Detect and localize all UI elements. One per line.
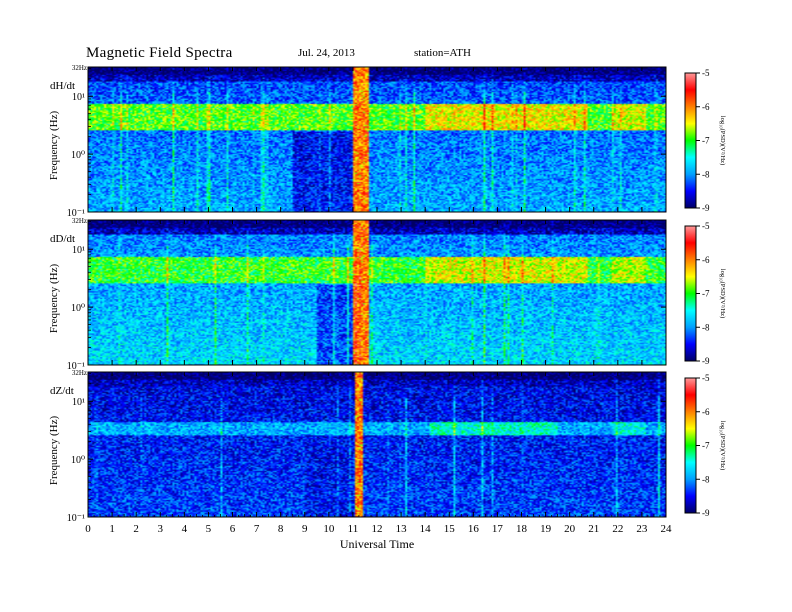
colorbar-scale	[684, 377, 697, 514]
y-axis-label: Frequency (Hz)	[48, 416, 60, 486]
x-tick-label: 13	[396, 523, 408, 535]
x-tick-label: 2	[133, 523, 139, 535]
y-tick-label: 10¹	[72, 397, 85, 408]
x-tick-label: 18	[516, 523, 528, 535]
y-tick-label: 10⁻¹	[67, 208, 85, 219]
x-tick-label: 16	[468, 523, 480, 535]
colorbar-tick-label: -8	[702, 169, 710, 179]
colorbar: -9 -8 -7 -6 -5 log₁₀(PSD)(V²/Hz)	[684, 68, 726, 213]
chart-title: Magnetic Field Spectra	[86, 45, 233, 61]
y-tick-label: 10⁰	[71, 150, 85, 161]
colorbar-tick-label: -7	[702, 441, 710, 451]
y-tick-label: 10¹	[72, 92, 85, 103]
spectrogram-heatmap	[88, 372, 666, 517]
x-tick-label: 10	[323, 523, 335, 535]
x-axis-label: Universal Time	[340, 537, 414, 551]
x-tick-label: 3	[158, 523, 164, 535]
y-axis-label: Frequency (Hz)	[48, 264, 60, 334]
component-label: dH/dt	[50, 80, 75, 92]
x-tick-label: 23	[636, 523, 648, 535]
colorbar-tick-label: -9	[702, 508, 710, 518]
colorbar-tick-label: -5	[702, 221, 710, 231]
x-tick-label: 19	[540, 523, 552, 535]
colorbar-label: log₁₀(PSD)(V²/Hz)	[719, 269, 726, 318]
x-tick-label: 1	[109, 523, 115, 535]
x-tick-label: 0	[85, 523, 91, 535]
x-axis: 0 1 2 3 4 5 6 7 8 9 10 11 12 13 14 15 16 17 18 19 20 21 22 23 24…	[85, 67, 672, 551]
x-tick-label: 17	[492, 523, 504, 535]
colorbar-tick-label: -5	[702, 68, 710, 78]
colorbar-tick-label: -7	[702, 289, 710, 299]
x-tick-label: 5	[206, 523, 212, 535]
station-label: station=ATH	[414, 47, 471, 59]
colorbar-tick-label: -9	[702, 356, 710, 366]
x-tick-label: 11	[348, 523, 359, 535]
top-frequency-label: 32Hz	[72, 369, 87, 377]
x-tick-label: 9	[302, 523, 308, 535]
spectrogram-heatmap	[88, 67, 666, 212]
spectrogram-heatmap	[88, 220, 666, 365]
colorbar-label: log₁₀(PSD)(V²/Hz)	[719, 421, 726, 470]
colorbar-scale	[684, 225, 697, 362]
x-tick-label: 12	[372, 523, 383, 535]
x-tick-label: 8	[278, 523, 284, 535]
colorbar-tick-label: -6	[702, 407, 710, 417]
colorbar-scale	[684, 72, 697, 209]
colorbar-label: log₁₀(PSD)(V²/Hz)	[719, 116, 726, 165]
top-frequency-label: 32Hz	[72, 217, 87, 225]
y-tick-label: 10⁻¹	[67, 513, 85, 524]
component-label: dZ/dt	[50, 385, 74, 397]
colorbar: -9 -8 -7 -6 -5 log₁₀(PSD)(V²/Hz)	[684, 373, 726, 518]
colorbar-tick-label: -6	[702, 102, 710, 112]
y-tick-label: 10⁰	[71, 455, 85, 466]
component-label: dD/dt	[50, 233, 75, 245]
x-tick-label: 7	[254, 523, 260, 535]
y-tick-label: 10⁰	[71, 303, 85, 314]
x-tick-label: 21	[588, 523, 599, 535]
x-tick-label: 14	[420, 523, 432, 535]
x-tick-label: 24	[661, 523, 673, 535]
colorbar: -9 -8 -7 -6 -5 log₁₀(PSD)(V²/Hz)	[684, 221, 726, 366]
y-axis-label: Frequency (Hz)	[48, 111, 60, 181]
y-tick-label: 10⁻¹	[67, 361, 85, 372]
x-tick-label: 22	[612, 523, 623, 535]
top-frequency-label: 32Hz	[72, 64, 87, 72]
x-tick-label: 6	[230, 523, 236, 535]
date-label: Jul. 24, 2013	[298, 47, 355, 59]
colorbar-tick-label: -8	[702, 322, 710, 332]
colorbar-tick-label: -7	[702, 136, 710, 146]
x-tick-label: 4	[182, 523, 188, 535]
colorbar-tick-label: -9	[702, 203, 710, 213]
colorbar-tick-label: -6	[702, 255, 710, 265]
colorbar-tick-label: -5	[702, 373, 710, 383]
y-tick-label: 10¹	[72, 245, 85, 256]
x-tick-label: 20	[564, 523, 576, 535]
colorbar-tick-label: -8	[702, 474, 710, 484]
x-tick-label: 15	[444, 523, 456, 535]
